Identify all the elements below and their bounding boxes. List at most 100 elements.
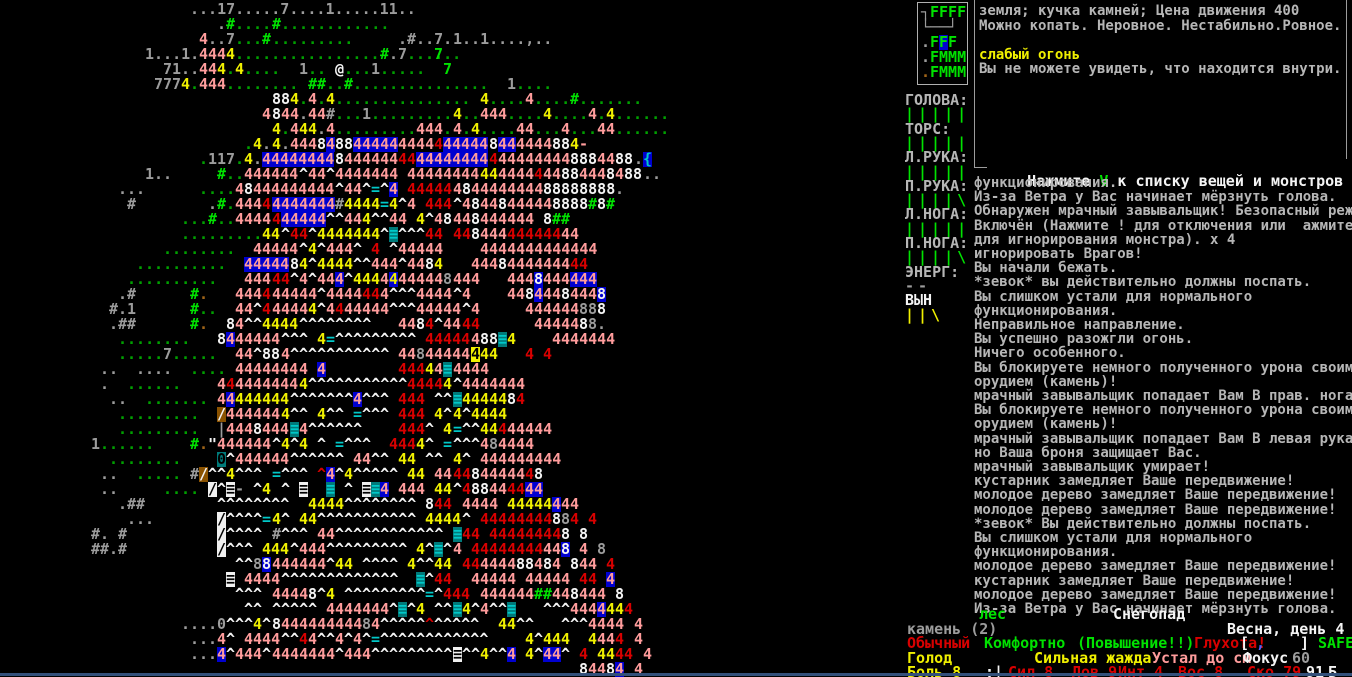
map-glyph-run: ....... xyxy=(145,390,209,408)
map-glyph-run: 4 xyxy=(634,615,644,633)
overmap-minimap[interactable] xyxy=(917,2,968,85)
map-glyph-run: ^^^^^ xyxy=(353,465,399,483)
map-glyph-run: # xyxy=(217,195,227,213)
map-glyph-run: 4 xyxy=(290,90,300,108)
minimap-cell: F xyxy=(930,33,940,51)
map-glyph-run: 1..1....,.. xyxy=(453,30,553,48)
map-glyph-run: 4 xyxy=(615,165,625,183)
map-glyph-run: 444 xyxy=(507,270,535,288)
map-glyph-run: ^ xyxy=(226,450,236,468)
map-glyph-run: 8 xyxy=(498,255,508,273)
map-glyph-run: 4 xyxy=(543,105,553,123)
map-glyph-run: ^^ xyxy=(489,645,508,663)
map-glyph-run: ^^ xyxy=(462,645,481,663)
hint-key-v: V xyxy=(1099,172,1109,190)
map-glyph-run: ## xyxy=(308,75,327,93)
map-glyph-run: ^^ xyxy=(416,555,435,573)
map-glyph-run: 4 xyxy=(480,600,490,618)
map-glyph-run: 4 xyxy=(606,555,616,573)
map-glyph-run: 44444 xyxy=(507,495,553,513)
map-glyph-run: 8 xyxy=(471,465,481,483)
map-row: ......... | 444 8 444 ≡ 4 ^^^^^^ 444 ^ 4 = ^^ 44 4 4444… xyxy=(0,422,905,437)
map-glyph-run: ^ xyxy=(434,585,444,603)
map-glyph-run: 4444 xyxy=(326,285,363,303)
map-glyph-run: 8 xyxy=(597,300,607,318)
map-glyph-run: 444444 xyxy=(217,435,272,453)
map-glyph-run: ^^^ xyxy=(281,525,309,543)
map-glyph-run: 4 xyxy=(552,555,562,573)
map-glyph-run: # xyxy=(272,15,282,33)
map-glyph-run: ^ xyxy=(344,480,354,498)
map-glyph-run: 44 xyxy=(199,60,218,78)
weapon-bracket-right: ] xyxy=(1300,634,1310,652)
map-glyph-run: # xyxy=(208,210,218,228)
map-glyph-run: ^ xyxy=(290,435,300,453)
map-glyph-run: 444 xyxy=(543,630,571,648)
map-glyph-run: ............... xyxy=(353,75,489,93)
map-glyph-run: 8 xyxy=(561,540,571,558)
map-glyph-run: .... xyxy=(507,105,544,123)
map-glyph-run: 88 xyxy=(480,330,499,348)
map-glyph-run: 88 xyxy=(272,90,291,108)
map-glyph-run: 44444 xyxy=(344,300,390,318)
map-glyph-run: ^ xyxy=(317,285,327,303)
map-glyph-run: ^^^ xyxy=(344,435,372,453)
map-glyph-run: 8 xyxy=(606,660,616,677)
map-glyph-run: 444 xyxy=(371,255,399,273)
map-glyph-run: 44 xyxy=(561,495,580,513)
map-glyph-run: 44444 xyxy=(507,195,553,213)
map-glyph-run: 444 xyxy=(579,585,607,603)
map-glyph-run: 4 xyxy=(597,600,607,618)
map-glyph-run: ^^^^^ xyxy=(434,615,480,633)
map-glyph-run: .... xyxy=(516,75,553,93)
map-glyph-run: # xyxy=(570,90,580,108)
map-glyph-run: 1.. xyxy=(145,165,173,183)
map-glyph-run: 44444 xyxy=(416,300,462,318)
minimap-cell: ┐ xyxy=(921,3,931,21)
map-glyph-run: 444 xyxy=(199,75,227,93)
map-glyph-run: 4 xyxy=(453,540,463,558)
map-glyph-run: ^^^ xyxy=(281,465,309,483)
map-glyph-run: 4444 xyxy=(344,195,381,213)
map-glyph-run: 44 xyxy=(443,315,462,333)
map-glyph-run: ## xyxy=(91,540,110,558)
map-glyph-run: 44 xyxy=(552,585,571,603)
map-glyph-run: ...... xyxy=(407,45,462,63)
map-glyph-run: = xyxy=(453,420,463,438)
map-row: #. #. 444 4 4444444 #4444 = 4 ^ 4 444 ^ 4 8 44 8 44444 88… xyxy=(0,197,905,212)
map-glyph-run: 444 xyxy=(570,285,598,303)
map-glyph-run: 4 xyxy=(326,585,336,603)
map-glyph-run: 44 xyxy=(290,225,309,243)
map-glyph-run: .. xyxy=(100,465,119,483)
map-glyph-run: ^ xyxy=(317,435,327,453)
map-glyph-run: 4 xyxy=(516,390,526,408)
map-glyph-run: 44 xyxy=(353,450,372,468)
map-glyph-run: ^^^ xyxy=(226,615,254,633)
map-glyph-run: 444444 xyxy=(507,225,562,243)
map-glyph-run: 8 xyxy=(570,555,580,573)
game-map[interactable]: ...17.....7....1.....11... #.... #........… xyxy=(0,0,905,677)
map-glyph-run: 4 xyxy=(389,195,399,213)
map-glyph-run: 44444 xyxy=(425,330,471,348)
map-glyph-run: . xyxy=(317,120,327,138)
message-line: Из-за Ветра у Вас начинает мёрзнуть голо… xyxy=(974,189,1337,206)
map-glyph-run: .... xyxy=(552,105,589,123)
map-row: 4 ..7... #......... .#..7. 1..1....,.. xyxy=(0,32,905,47)
map-glyph-run: ^ xyxy=(299,165,309,183)
map-glyph-run: ^ xyxy=(262,615,272,633)
map-glyph-run: 444444 xyxy=(226,405,281,423)
map-glyph-run: ^ xyxy=(453,480,463,498)
map-glyph-run: 44 xyxy=(434,555,453,573)
map-glyph-run: 8 xyxy=(534,270,544,288)
map-glyph-run: ^ xyxy=(425,540,435,558)
map-glyph-run: 4 xyxy=(353,390,363,408)
map-glyph-run: 4 xyxy=(299,435,309,453)
map-glyph-run: ......... xyxy=(371,105,453,123)
map-glyph-run: ............... xyxy=(335,90,471,108)
map-glyph-run: 44444444 xyxy=(471,540,544,558)
map-glyph-run: ^ xyxy=(453,375,463,393)
map-row: # .1 #.. 44 ^ 4 4444 4 ^ 4 4 44444 ^^^ 44444 ^ 4 444444 8… xyxy=(0,302,905,317)
map-glyph-run: 44444444 xyxy=(416,150,489,168)
map-glyph-run: 4 xyxy=(579,645,589,663)
map-glyph-run: 8 xyxy=(534,465,544,483)
